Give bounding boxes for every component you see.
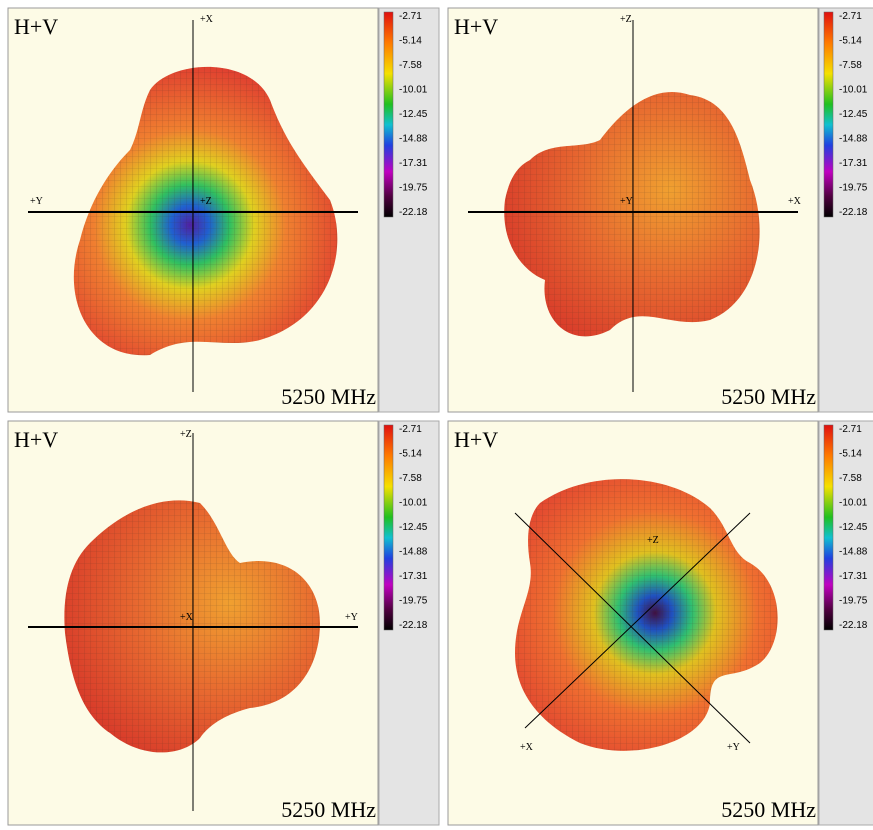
- colorbar-label: -12.45: [399, 109, 428, 120]
- axis-label: +Y: [345, 612, 358, 623]
- axis-label: +Y: [620, 196, 633, 207]
- axis-label: +Z: [620, 14, 632, 25]
- colorbar-label: -22.18: [839, 620, 868, 631]
- panel-title: H+V: [14, 14, 58, 39]
- colorbar: [383, 11, 394, 218]
- colorbar-label: -7.58: [839, 60, 862, 71]
- panel: H+V 5250 MHz +Z +X +Y -2.71 -5.14 -7.58 -10.01 -1…: [447, 420, 873, 826]
- colorbar-label: -5.14: [399, 449, 422, 460]
- colorbar-label: -19.75: [839, 596, 868, 607]
- pattern-blob: [515, 479, 778, 751]
- axis-label: +X: [788, 196, 802, 207]
- axis-label: +Z: [180, 429, 192, 440]
- colorbar-label: -10.01: [839, 498, 868, 509]
- colorbar-label: -10.01: [399, 85, 428, 96]
- colorbar-label: -14.88: [399, 134, 428, 145]
- colorbar-label: -14.88: [839, 547, 868, 558]
- panel: H+V 5250 MHz +Z +Y +X -2.71 -5.14 -7.58 -10.01 -1…: [447, 7, 873, 413]
- axis-line: [524, 512, 751, 729]
- axis-label: +Z: [647, 535, 659, 546]
- colorbar-label: -17.31: [399, 158, 428, 169]
- colorbar-label: -10.01: [839, 85, 868, 96]
- frequency-label: 5250 MHz: [281, 797, 376, 822]
- colorbar-label: -17.31: [839, 571, 868, 582]
- colorbar-label: -22.18: [399, 207, 428, 218]
- colorbar-label: -5.14: [399, 36, 422, 47]
- colorbar-label: -17.31: [399, 571, 428, 582]
- panel: H+V 5250 MHz +Z +X +Y -2.71 -5.14 -7.58 -10.01 -1…: [7, 420, 440, 826]
- axis-label: +Y: [30, 196, 43, 207]
- panel: H+V 5250 MHz +X +Y +Z -2.71 -5.14 -7.58 -10.01 -1…: [7, 7, 440, 413]
- colorbar-label: -19.75: [839, 183, 868, 194]
- frequency-label: 5250 MHz: [281, 384, 376, 409]
- pattern-blob: [504, 92, 760, 337]
- colorbar-label: -7.58: [839, 473, 862, 484]
- axis-label: +X: [520, 742, 534, 753]
- colorbar-label: -12.45: [399, 522, 428, 533]
- colorbar-label: -2.71: [399, 11, 422, 22]
- colorbar-label: -19.75: [399, 183, 428, 194]
- axis-label: +X: [200, 14, 214, 25]
- colorbar-label: -17.31: [839, 158, 868, 169]
- colorbar-label: -14.88: [839, 134, 868, 145]
- axis-label: +X: [180, 612, 194, 623]
- colorbar-label: -7.58: [399, 473, 422, 484]
- colorbar-label: -22.18: [399, 620, 428, 631]
- panel-title: H+V: [454, 14, 498, 39]
- colorbar-label: -5.14: [839, 36, 862, 47]
- panel-title: H+V: [454, 427, 498, 452]
- colorbar-label: -22.18: [839, 207, 868, 218]
- colorbar-label: -19.75: [399, 596, 428, 607]
- axis-line: [514, 512, 751, 744]
- colorbar-label: -14.88: [399, 547, 428, 558]
- panel-title: H+V: [14, 427, 58, 452]
- frequency-label: 5250 MHz: [721, 797, 816, 822]
- frequency-label: 5250 MHz: [721, 384, 816, 409]
- colorbar-label: -2.71: [399, 424, 422, 435]
- colorbar-label: -10.01: [399, 498, 428, 509]
- colorbar-label: -5.14: [839, 449, 862, 460]
- colorbar-label: -12.45: [839, 522, 868, 533]
- axis-label: +Y: [727, 742, 740, 753]
- colorbar: [823, 11, 834, 218]
- axis-label: +Z: [200, 196, 212, 207]
- colorbar-label: -2.71: [839, 11, 862, 22]
- colorbar-label: -7.58: [399, 60, 422, 71]
- colorbar-label: -2.71: [839, 424, 862, 435]
- colorbar: [823, 424, 834, 631]
- colorbar: [383, 424, 394, 631]
- colorbar-label: -12.45: [839, 109, 868, 120]
